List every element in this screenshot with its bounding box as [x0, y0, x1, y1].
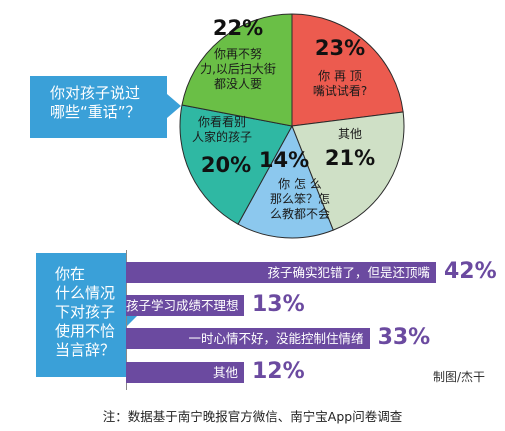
callout-arrow — [167, 94, 181, 118]
pie-question-line1: 你对孩子说过 — [50, 84, 141, 102]
bar-question-line5: 当言辞？ — [55, 341, 116, 359]
pie-slice-label: 你再不努力,以后扫大街都没人要 — [200, 46, 276, 91]
bar-value-label: 33% — [377, 325, 431, 350]
bar-axis-line — [126, 250, 127, 390]
bar: 其他 — [126, 362, 244, 383]
bar-question-line2: 什么情况 — [55, 284, 116, 302]
pie-slice-value: 21% — [325, 146, 375, 170]
pie-slice-label: 其他 — [338, 127, 362, 141]
pie-slice — [291, 111, 405, 231]
bar: 孩子确实犯错了，但是还顶嘴 — [126, 262, 436, 283]
pie-question-line2: 哪些“重话”？ — [50, 103, 141, 121]
pie-slice-label: 你 再 顶嘴试试看? — [313, 69, 367, 98]
bar-question-line1: 你在 — [55, 265, 86, 283]
pie-slice-value: 22% — [213, 16, 263, 40]
pie-chart: 你 再 顶嘴试试看? 23% 其他 21% 你 怎 么那么笨？怎么教都不会 14% 你看看别… — [179, 13, 405, 239]
pie-slice — [181, 13, 293, 127]
bar-value-label: 12% — [252, 359, 305, 384]
bar: 孩子学习成绩不理想 — [126, 295, 244, 316]
pie-slice-label: 你 怎 么那么笨？怎么教都不会 — [270, 176, 330, 221]
pie-question-callout: 你对孩子说过 哪些“重话”？ — [30, 76, 181, 138]
pie-slice — [237, 124, 334, 239]
pie-slice-value: 23% — [315, 36, 365, 60]
bar-question-callout: 你在 什么情况 下对孩子 使用不恰 当言辞？ — [36, 253, 138, 377]
pie-slice-value: 14% — [259, 148, 309, 172]
bar-value-label: 42% — [444, 259, 497, 284]
pie-slice-value: 20% — [201, 153, 251, 177]
bar-question-line4: 使用不恰 — [55, 322, 116, 340]
pie-slice — [291, 13, 404, 127]
bar: 一时心情不好，没能控制住情绪 — [126, 328, 370, 349]
bar-question-line3: 下对孩子 — [55, 303, 116, 321]
pie-slice-label: 你看看别人家的孩子 — [192, 115, 252, 144]
chart-credit: 制图/杰干 — [433, 370, 486, 384]
footnote: 注：数据基于南宁晚报官方微信、南宁宝App问卷调查 — [102, 409, 403, 424]
bar-value-label: 13% — [252, 292, 305, 317]
